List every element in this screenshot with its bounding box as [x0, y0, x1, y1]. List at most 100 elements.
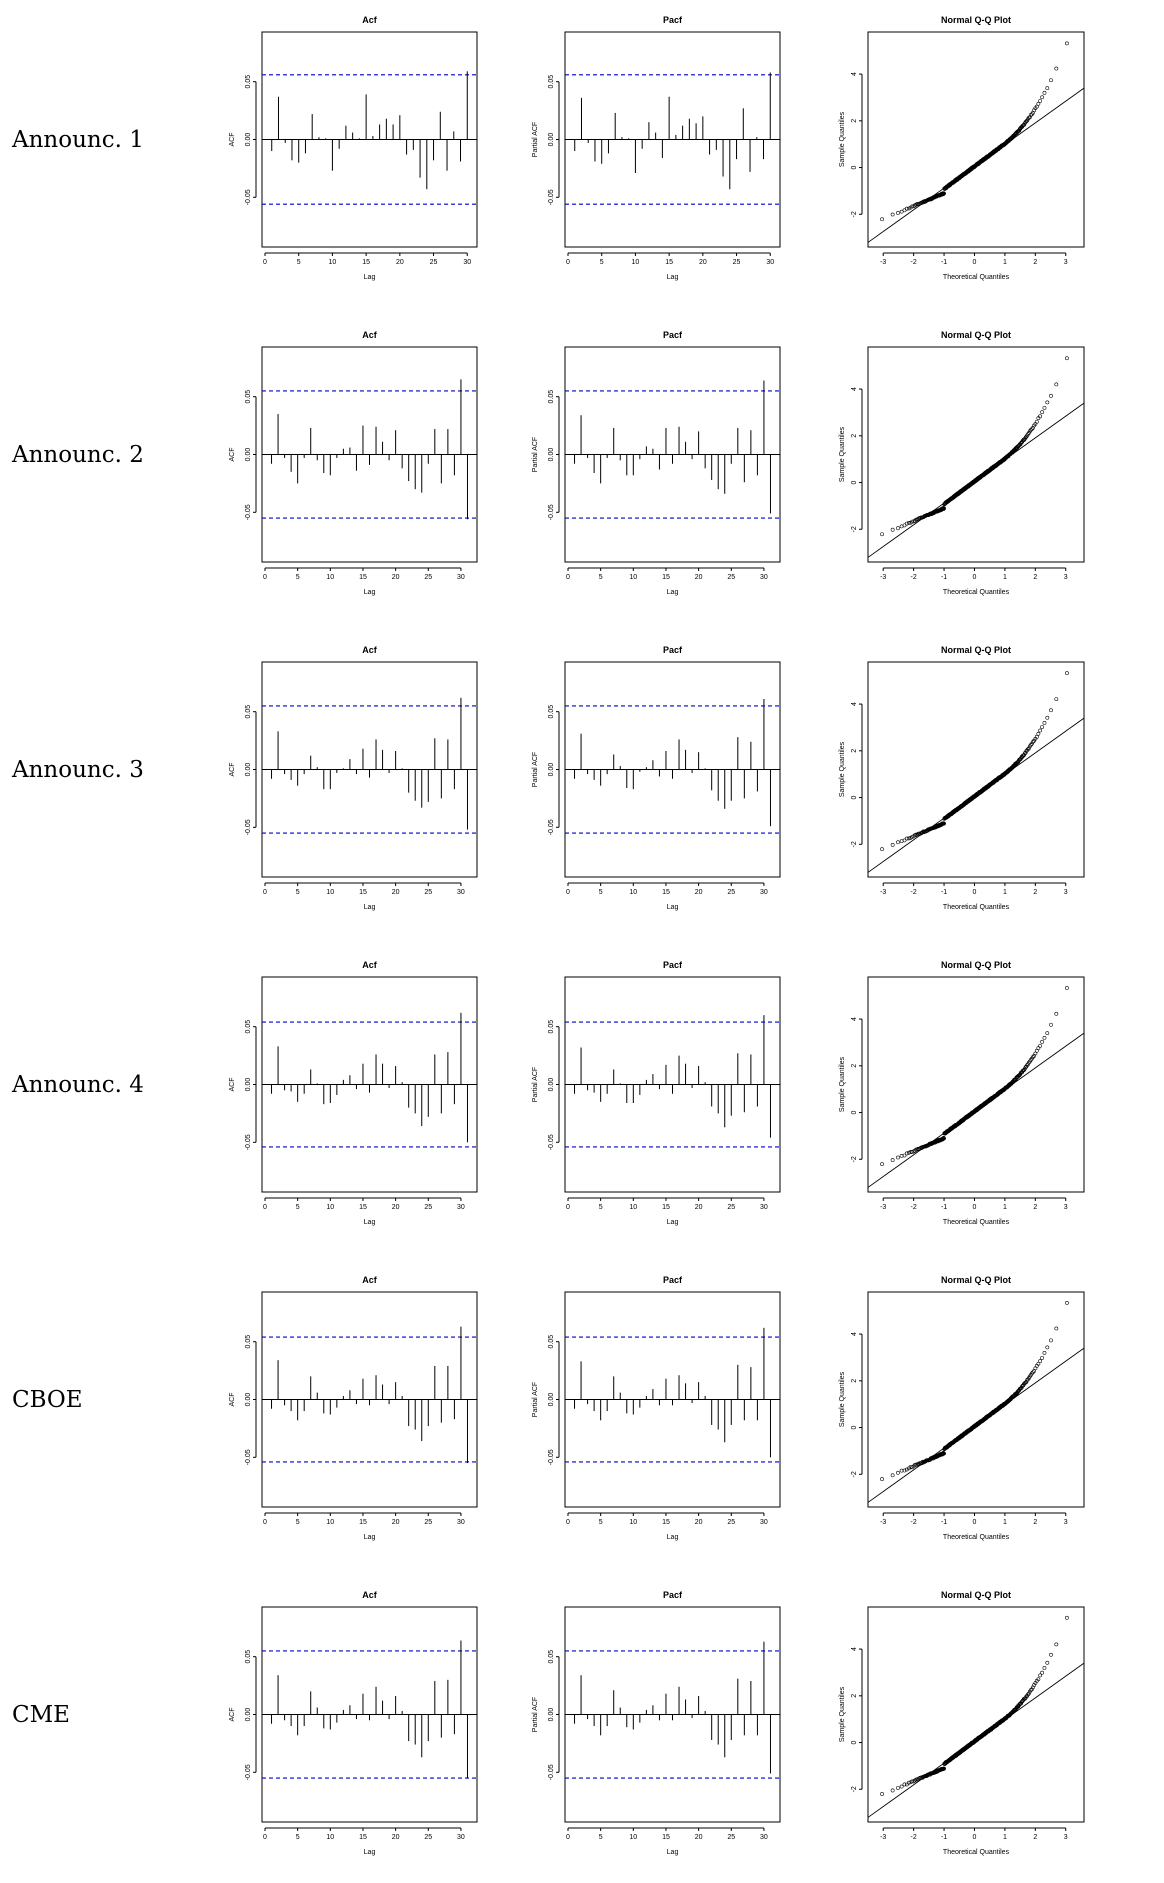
y-tick-label: 4: [851, 702, 858, 706]
y-tick-label: 0.05: [245, 75, 252, 89]
qq-point: [880, 1477, 884, 1481]
qq-point: [1042, 90, 1047, 95]
x-tick-label: 1: [1003, 1204, 1007, 1211]
chart-title: Normal Q-Q Plot: [941, 960, 1011, 970]
x-axis-label: Lag: [364, 904, 376, 911]
x-tick-label: -2: [911, 259, 917, 266]
y-tick-label: -0.05: [245, 1134, 252, 1150]
x-tick-label: -3: [880, 889, 886, 896]
qq-point: [1036, 101, 1041, 106]
y-tick-label: -0.05: [548, 189, 555, 205]
qq-point: [899, 1468, 904, 1473]
x-tick-label: 10: [329, 259, 337, 266]
x-tick-label: 25: [424, 1834, 432, 1841]
acf-chart: Acf 0 5 10 15 20 25 30 Lag 0.05 0.00 -0.05 ACF: [229, 330, 478, 596]
x-tick-label: 15: [665, 259, 673, 266]
x-tick-label: 5: [296, 574, 300, 581]
qq-point: [1028, 428, 1033, 432]
y-tick-label: 4: [851, 1647, 858, 1651]
x-tick-label: -2: [911, 1204, 917, 1211]
qq-point: [1038, 99, 1043, 103]
x-tick-label: 25: [430, 259, 438, 266]
x-axis-label: Theoretical Quantiles: [943, 1219, 1010, 1226]
qq-point: [1036, 1677, 1041, 1682]
qq-point: [1028, 743, 1033, 747]
qq-point: [1065, 1301, 1069, 1305]
x-tick-label: 0: [566, 1204, 570, 1211]
x-tick-label: 30: [760, 1519, 768, 1526]
y-tick-label: 0.00: [245, 1393, 252, 1407]
qq-point: [1038, 1359, 1043, 1364]
y-tick-label: 0.00: [245, 1708, 252, 1722]
y-tick-label: 0: [851, 1110, 858, 1114]
y-axis-label: ACF: [229, 133, 236, 147]
qq-point: [1034, 734, 1039, 739]
chart-title: Normal Q-Q Plot: [941, 1590, 1011, 1600]
plot-frame: [867, 31, 1085, 248]
qq-point: [1045, 1345, 1050, 1350]
qq-chart: Normal Q-Q Plot -3 -2 -1 0 1 2 3 Theoretical Qua…: [839, 330, 1085, 596]
qq-point: [896, 1155, 900, 1160]
x-axis-label: Theoretical Quantiles: [943, 589, 1010, 596]
qq-point: [1040, 95, 1045, 100]
chart-title: Pacf: [663, 1590, 683, 1600]
qq-point: [1065, 41, 1069, 46]
qq-chart: Normal Q-Q Plot -3 -2 -1 0 1 2 3 Theoretical Qua…: [839, 15, 1085, 281]
x-tick-label: 0: [973, 574, 977, 581]
x-tick-label: -1: [941, 1204, 947, 1211]
qq-point: [904, 206, 909, 211]
chart-title: Acf: [362, 1590, 378, 1600]
y-tick-label: 0.05: [245, 1335, 252, 1349]
x-tick-label: 10: [632, 259, 640, 266]
x-tick-label: 20: [396, 259, 404, 266]
chart-title: Normal Q-Q Plot: [941, 1275, 1011, 1285]
x-axis-label: Lag: [667, 1219, 679, 1226]
y-tick-label: -0.05: [548, 1449, 555, 1465]
y-tick-label: -2: [851, 211, 858, 217]
x-tick-label: 25: [424, 889, 432, 896]
y-tick-label: -0.05: [245, 1449, 252, 1465]
acf-chart: Acf 0 5 10 15 20 25 30 Lag 0.05 0.00 -0.05 ACF: [229, 1590, 478, 1856]
qq-point: [1049, 708, 1053, 713]
qq-point: [1042, 1035, 1047, 1040]
x-tick-label: 20: [695, 1834, 703, 1841]
x-tick-label: 25: [424, 1519, 432, 1526]
acf-chart: Acf 0 5 10 15 20 25 30 Lag 0.05 0.00 -0.05 ACF: [229, 1275, 478, 1541]
y-tick-label: -2: [851, 1156, 858, 1162]
qq-point: [1042, 1666, 1047, 1670]
y-axis-label: Partial ACF: [532, 437, 539, 472]
qq-point: [890, 212, 895, 217]
y-tick-label: 0.00: [548, 448, 555, 462]
x-tick-label: 10: [629, 574, 637, 581]
x-tick-label: -3: [880, 1834, 886, 1841]
qq-point: [1029, 741, 1034, 746]
x-tick-label: 0: [566, 574, 570, 581]
y-axis-label: Sample Quantiles: [839, 1371, 846, 1427]
x-tick-label: -1: [941, 574, 947, 581]
x-tick-label: 25: [727, 1519, 735, 1526]
x-tick-label: 0: [566, 1519, 570, 1526]
y-axis-label: Sample Quantiles: [839, 1056, 846, 1112]
y-tick-label: -0.05: [245, 504, 252, 520]
row-label: Announc. 1: [12, 126, 144, 153]
qq-point: [1065, 356, 1069, 361]
x-axis-label: Lag: [667, 589, 679, 596]
qq-point: [904, 1467, 909, 1472]
qq-point: [1049, 393, 1053, 398]
qq-point: [1065, 671, 1069, 676]
acf-chart: Acf 0 5 10 15 20 25 30 Lag 0.05 0.00 -0.05 ACF: [229, 15, 478, 281]
row-label: Announc. 4: [12, 1071, 144, 1098]
y-axis-label: Partial ACF: [532, 1697, 539, 1732]
row-label: Announc. 2: [12, 441, 144, 468]
x-tick-label: 0: [263, 1204, 267, 1211]
x-tick-label: 30: [457, 889, 465, 896]
qq-point: [880, 1792, 884, 1796]
qq-point: [906, 836, 911, 841]
qq-point: [1026, 432, 1030, 437]
x-tick-label: 10: [326, 889, 334, 896]
x-tick-label: -2: [911, 1834, 917, 1841]
x-tick-label: 0: [263, 259, 267, 266]
x-tick-label: -3: [880, 1204, 886, 1211]
y-tick-label: 0: [851, 795, 858, 799]
